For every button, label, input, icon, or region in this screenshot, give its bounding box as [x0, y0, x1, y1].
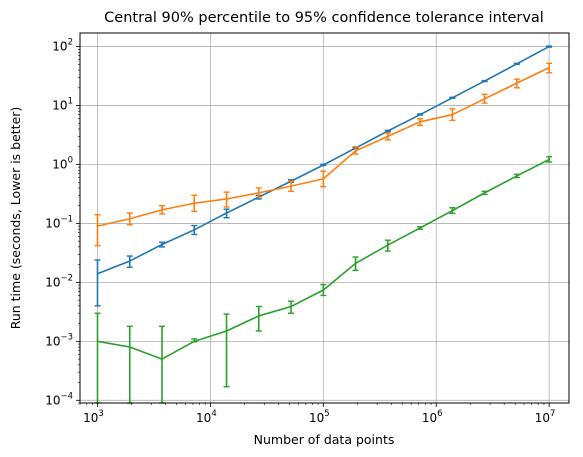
y-axis-label: Run time (seconds, Lower is better): [8, 107, 23, 330]
data-point: [386, 130, 389, 132]
ticks: 103 104 105 106 107 10−4 10−3 10−2 10−1 100 101 102: [45, 38, 555, 425]
data-point: [548, 45, 551, 48]
data-point: [96, 272, 99, 275]
data-point: [96, 340, 99, 343]
y-tick-label: 101: [52, 97, 73, 113]
data-point: [225, 212, 228, 214]
data-point: [483, 97, 486, 100]
data-point: [322, 289, 325, 292]
data-point: [515, 82, 518, 85]
data-point: [225, 330, 228, 332]
data-point: [193, 228, 196, 231]
data-point: [483, 80, 486, 82]
data-point: [419, 120, 421, 123]
data-point: [96, 225, 99, 228]
data-point: [419, 227, 421, 229]
data-point: [225, 198, 228, 200]
data-point: [419, 113, 421, 116]
data-point: [451, 113, 454, 116]
data-point: [290, 185, 292, 187]
data-point: [161, 208, 163, 211]
plot-frame: [79, 32, 570, 404]
data-point: [515, 175, 518, 177]
data-point: [257, 315, 260, 317]
data-point: [290, 305, 292, 308]
x-axis-label: Number of data points: [254, 432, 395, 447]
y-tick-label: 10−1: [45, 214, 73, 230]
data-point: [128, 217, 131, 220]
data-point: [451, 209, 454, 212]
y-tick-label: 102: [52, 38, 73, 54]
data-point: [515, 62, 518, 65]
x-tick-label: 103: [83, 409, 104, 425]
x-tick-label: 104: [196, 409, 217, 425]
data-point: [354, 262, 357, 265]
data-point: [322, 164, 325, 166]
data-point: [257, 191, 260, 194]
x-tick-label: 106: [422, 409, 443, 425]
series-3: [94, 156, 553, 404]
data-point: [386, 244, 389, 246]
x-tick-label: 107: [535, 409, 556, 425]
y-tick-label: 10−2: [45, 273, 73, 289]
data-point: [451, 96, 454, 99]
data-point: [161, 243, 163, 246]
data-point: [548, 158, 551, 161]
data-point: [548, 66, 551, 69]
data-point: [322, 177, 325, 180]
data-point: [161, 358, 163, 360]
data-point: [193, 202, 196, 205]
data-point: [483, 191, 486, 194]
data-point: [128, 260, 131, 262]
series-2: [94, 62, 553, 247]
y-tick-label: 10−3: [45, 332, 73, 348]
y-tick-label: 100: [52, 155, 73, 171]
data-point: [128, 346, 131, 348]
data-point: [193, 340, 196, 343]
data-point: [386, 135, 389, 138]
series-layer: [94, 45, 553, 404]
data-point: [354, 150, 357, 152]
x-tick-label: 105: [309, 409, 330, 425]
chart-title: Central 90% percentile to 95% confidence…: [104, 10, 544, 26]
y-tick-label: 10−4: [45, 391, 73, 407]
